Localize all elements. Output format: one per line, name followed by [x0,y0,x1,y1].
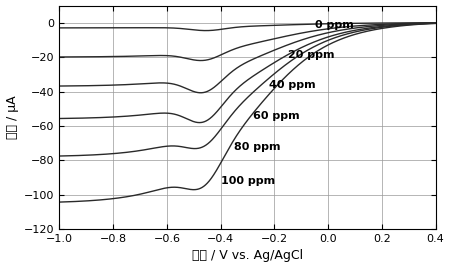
Text: 0 ppm: 0 ppm [315,20,353,30]
Text: 60 ppm: 60 ppm [253,111,300,121]
Text: 100 ppm: 100 ppm [220,176,275,186]
X-axis label: 電位 / V vs. Ag/AgCl: 電位 / V vs. Ag/AgCl [192,250,303,262]
Text: 20 ppm: 20 ppm [288,50,334,60]
Text: 40 ppm: 40 ppm [269,80,315,90]
Y-axis label: 電流 / μA: 電流 / μA [5,95,18,139]
Text: 80 ppm: 80 ppm [234,142,281,151]
